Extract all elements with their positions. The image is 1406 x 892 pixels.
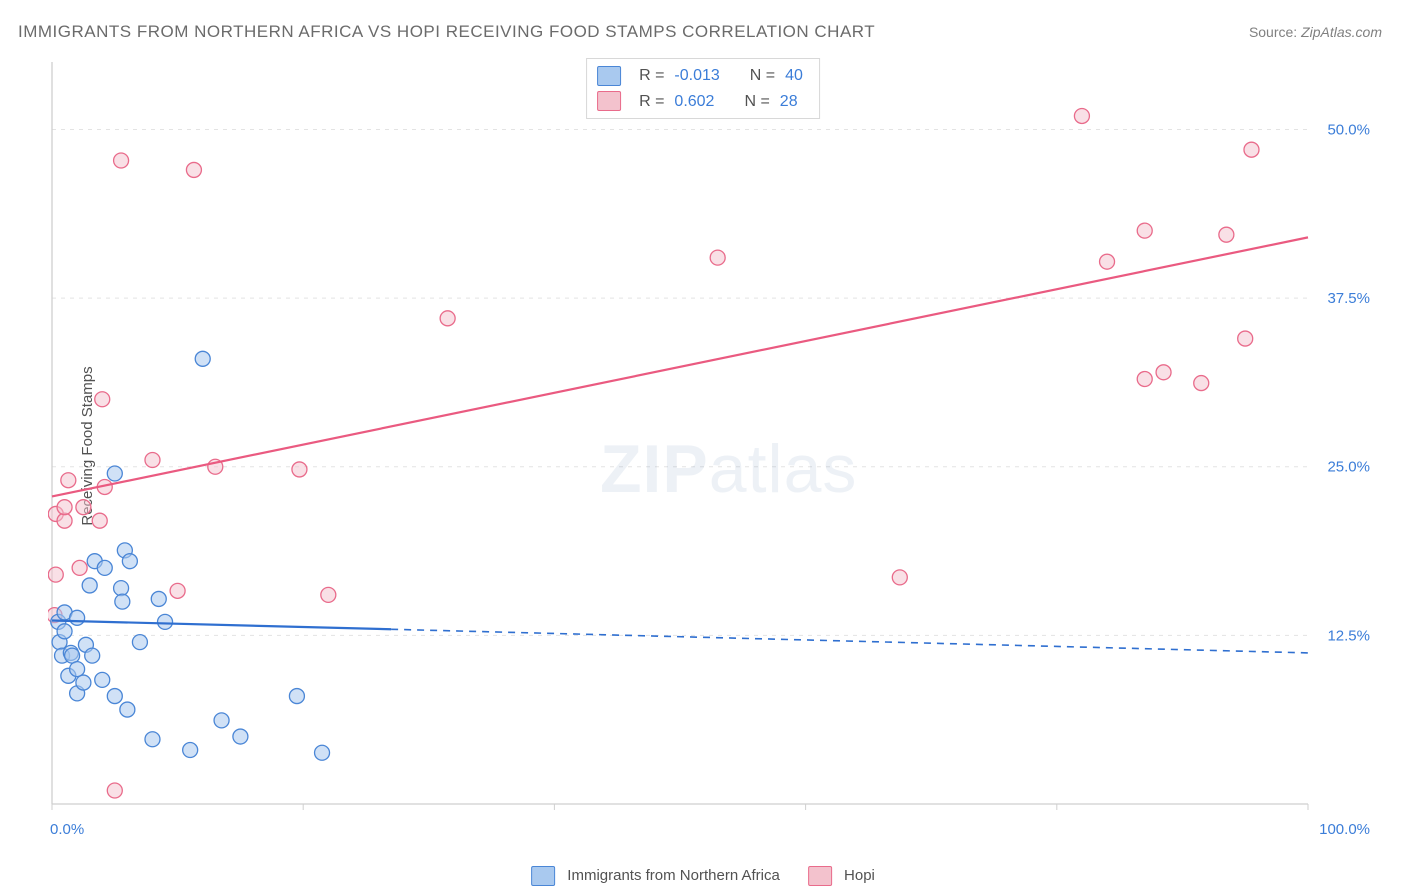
legend-R-label: R =: [639, 63, 664, 89]
legend-N-value-2: 28: [780, 89, 798, 115]
stats-legend-row-1: R = -0.013 N = 40: [597, 63, 803, 89]
stats-legend-row-2: R = 0.602 N = 28: [597, 89, 803, 115]
svg-text:50.0%: 50.0%: [1327, 121, 1370, 138]
legend-N-label: N =: [750, 63, 775, 89]
svg-text:0.0%: 0.0%: [50, 821, 84, 838]
series-legend: Immigrants from Northern Africa Hopi: [531, 866, 875, 886]
legend-R-label: R =: [639, 89, 664, 115]
svg-text:25.0%: 25.0%: [1327, 459, 1370, 476]
legend-R-value-1: -0.013: [674, 63, 719, 89]
legend-swatch-series1: [597, 66, 621, 86]
svg-text:12.5%: 12.5%: [1327, 627, 1370, 644]
chart-area: 12.5% 25.0% 37.5% 50.0% 0.0% 100.0%: [48, 56, 1388, 846]
legend-item-series2: Hopi: [808, 866, 875, 886]
stats-legend: R = -0.013 N = 40 R = 0.602 N = 28: [586, 58, 820, 119]
chart-title: IMMIGRANTS FROM NORTHERN AFRICA VS HOPI …: [18, 22, 875, 42]
legend-R-value-2: 0.602: [674, 89, 714, 115]
source-label: Source:: [1249, 24, 1297, 40]
source-value: ZipAtlas.com: [1301, 24, 1382, 40]
legend-N-value-1: 40: [785, 63, 803, 89]
legend-label-series1: Immigrants from Northern Africa: [567, 867, 780, 884]
svg-text:37.5%: 37.5%: [1327, 290, 1370, 307]
svg-text:100.0%: 100.0%: [1319, 821, 1370, 838]
legend-swatch-series1: [531, 866, 555, 886]
legend-swatch-series2: [808, 866, 832, 886]
legend-swatch-series2: [597, 91, 621, 111]
legend-label-series2: Hopi: [844, 867, 875, 884]
scatter-plot-svg: 12.5% 25.0% 37.5% 50.0% 0.0% 100.0%: [48, 56, 1388, 846]
legend-N-label: N =: [744, 89, 769, 115]
legend-item-series1: Immigrants from Northern Africa: [531, 866, 780, 886]
source-attribution: Source: ZipAtlas.com: [1249, 24, 1382, 40]
